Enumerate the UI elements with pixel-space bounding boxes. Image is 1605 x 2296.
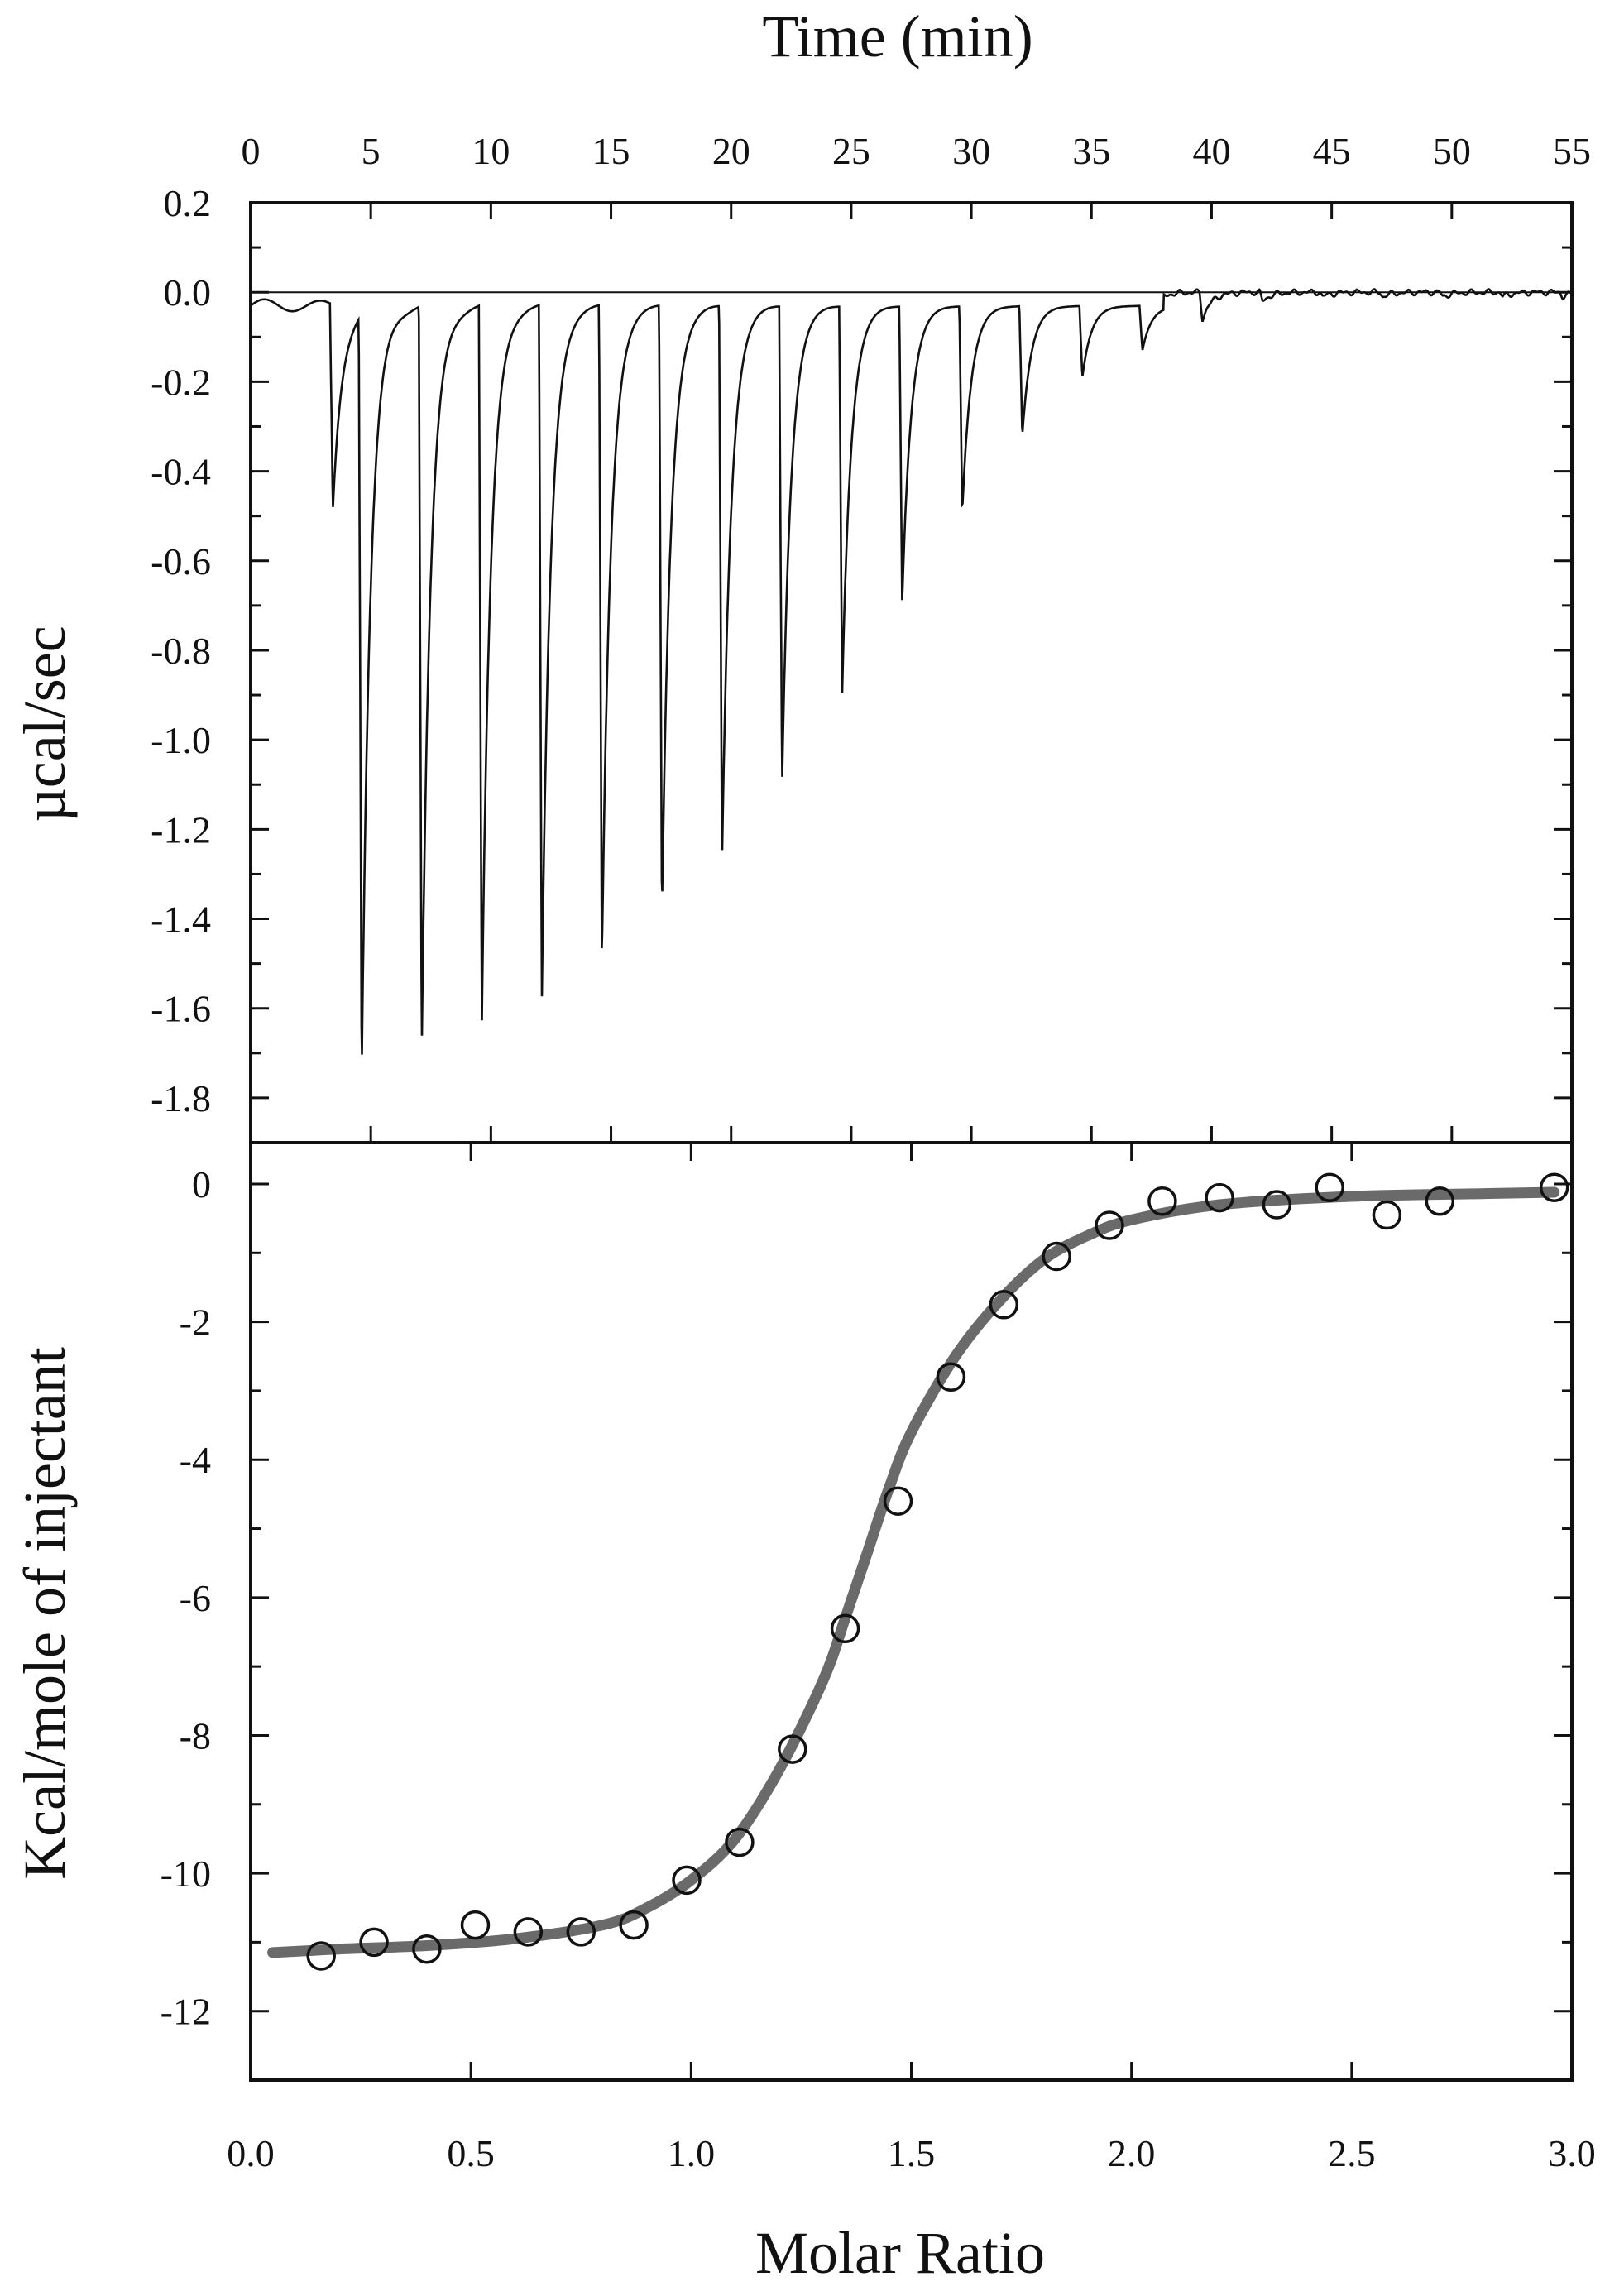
top-panel: Time (min) µcal/sec 0 5 10 15 20 25 30 35 40 45 50… — [12, 3, 1591, 1144]
top-x-tick-label: 50 — [1433, 130, 1471, 172]
data-point — [1315, 1172, 1344, 1202]
top-x-tick-label: 0 — [242, 130, 261, 172]
data-point — [1147, 1186, 1177, 1216]
top-y-tick-label: -0.4 — [151, 451, 211, 493]
top-y-tick-label: -1.6 — [151, 988, 211, 1030]
data-point — [778, 1734, 807, 1764]
data-point — [1205, 1182, 1234, 1213]
top-y-axis-title: µcal/sec — [12, 626, 78, 822]
top-x-tick-label: 10 — [472, 130, 510, 172]
top-x-tick-label: 35 — [1072, 130, 1110, 172]
data-point — [306, 1941, 336, 1971]
data-point — [412, 1934, 442, 1964]
bottom-y-tick-label: -10 — [160, 1853, 211, 1895]
data-point — [989, 1290, 1019, 1320]
top-x-tick-label: 30 — [952, 130, 990, 172]
data-point — [725, 1827, 755, 1857]
top-y-tick-label: -1.4 — [151, 899, 211, 941]
top-y-tick-label: 0.2 — [164, 182, 212, 224]
top-y-tick-label: -1.2 — [151, 808, 211, 851]
bottom-x-tick-label: 1.0 — [668, 2132, 716, 2174]
top-y-tick-label: -1.0 — [151, 719, 211, 761]
bottom-y-tick-label: -12 — [160, 1991, 211, 2033]
top-x-tick-label: 25 — [832, 130, 870, 172]
bottom-y-tick-label: -2 — [180, 1301, 211, 1344]
top-x-axis-title: Time (min) — [762, 3, 1032, 70]
bottom-x-tick-label: 0.5 — [447, 2132, 495, 2174]
data-point — [566, 1917, 596, 1947]
top-x-tick-label: 5 — [362, 130, 381, 172]
data-point — [513, 1917, 544, 1947]
bottom-y-tick-label: -4 — [180, 1439, 211, 1481]
top-x-tick-label: 45 — [1313, 130, 1351, 172]
top-y-tick-label: 0.0 — [164, 271, 212, 314]
data-point — [883, 1486, 913, 1516]
top-x-tick-label: 40 — [1192, 130, 1230, 172]
bottom-x-tick-label: 2.5 — [1328, 2132, 1376, 2174]
top-y-tick-label: -0.6 — [151, 540, 211, 582]
top-x-tick-label: 55 — [1553, 130, 1591, 172]
bottom-x-tick-label: 3.0 — [1548, 2132, 1596, 2174]
data-point — [1425, 1186, 1455, 1216]
data-point — [619, 1910, 649, 1940]
top-x-tick-label: 20 — [712, 130, 750, 172]
data-point — [1262, 1190, 1292, 1220]
bottom-y-tick-label: -8 — [180, 1714, 211, 1757]
data-point — [1042, 1241, 1071, 1272]
bottom-panel: 0.0 0.5 1.0 1.5 2.0 2.5 3.0 0 -2 -4 -6 -8 -10 -12 Mo… — [12, 1141, 1596, 2286]
bottom-x-axis-title: Molar Ratio — [755, 2220, 1045, 2286]
top-y-tick-label: -1.8 — [151, 1077, 211, 1119]
data-point — [1372, 1200, 1402, 1230]
data-point — [672, 1865, 702, 1896]
data-point — [1539, 1172, 1569, 1202]
bottom-x-tick-label: 0.0 — [227, 2132, 275, 2174]
binding-fit-curve — [267, 1186, 1560, 1958]
bottom-y-tick-label: 0 — [192, 1163, 211, 1206]
bottom-x-tick-label: 1.5 — [888, 2132, 936, 2174]
data-point — [359, 1927, 389, 1958]
data-point — [1095, 1210, 1124, 1240]
top-x-tick-label: 15 — [592, 130, 630, 172]
bottom-y-tick-label: -6 — [180, 1577, 211, 1619]
bottom-x-tick-label: 2.0 — [1108, 2132, 1156, 2174]
top-y-tick-label: -0.8 — [151, 630, 211, 672]
data-point — [460, 1910, 491, 1940]
bottom-y-axis-title: Kcal/mole of injectant — [12, 1347, 78, 1880]
data-point — [936, 1362, 966, 1392]
data-point — [830, 1613, 860, 1644]
thermogram-trace — [250, 288, 1573, 1055]
top-y-tick-label: -0.2 — [151, 361, 211, 403]
